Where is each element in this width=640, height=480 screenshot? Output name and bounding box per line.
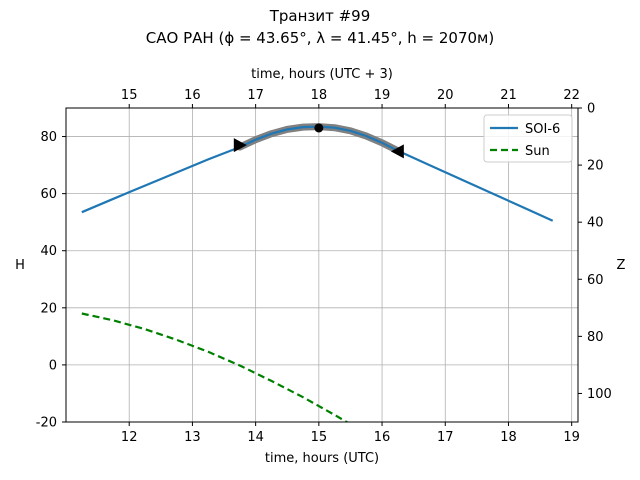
axes: 12 13 14 15 16 17 18 19 15 16 17 18 19 20 21 22 -20 0 20 40…	[36, 88, 612, 445]
legend: SOI-6 Sun	[483, 114, 573, 163]
x-top-tick-label: 20	[437, 88, 454, 103]
y-tick-label: -20	[36, 416, 57, 431]
chart-title: Транзит #99	[269, 7, 371, 25]
plot-frame	[65, 107, 579, 423]
x-top-tick-label: 17	[247, 88, 264, 103]
x-tick-label: 18	[500, 430, 517, 445]
x-top-tick-label: 18	[311, 88, 328, 103]
marker-culmination	[314, 123, 324, 133]
y-tick-label: 40	[40, 244, 57, 259]
chart-subtitle: САО РАН (ϕ = 43.65°, λ = 41.45°, h = 207…	[146, 29, 494, 47]
x-top-tick-label: 21	[500, 88, 517, 103]
y-tick-label: 80	[40, 130, 57, 145]
z-tick-label: 40	[587, 216, 604, 231]
z-tick-label: 100	[587, 387, 612, 402]
y-tick-label: 0	[49, 358, 57, 373]
legend-label: SOI-6	[525, 122, 560, 137]
z-axis-label: Z	[617, 258, 626, 273]
x-tick-label: 14	[247, 430, 264, 445]
x-tick-label: 15	[311, 430, 328, 445]
y-tick-label: 20	[40, 301, 57, 316]
series-line-soi-6	[81, 125, 554, 222]
x-top-tick-label: 22	[563, 88, 580, 103]
x-axis-label: time, hours (UTC)	[265, 451, 379, 466]
z-tick-label: 20	[587, 159, 604, 174]
x-top-tick-label: 19	[374, 88, 391, 103]
marker-layer	[233, 123, 404, 159]
z-tick-label: 60	[587, 273, 604, 288]
y-tick-label: 60	[40, 187, 57, 202]
legend-label: Sun	[525, 144, 550, 159]
x-tick-label: 12	[121, 430, 138, 445]
series-layer	[81, 123, 554, 422]
marker-end	[390, 144, 404, 159]
x-tick-label: 19	[563, 430, 580, 445]
marker-start	[233, 138, 247, 153]
x-top-tick-label: 16	[184, 88, 201, 103]
x-tick-label: 13	[184, 430, 201, 445]
chart-title-group: Транзит #99 САО РАН (ϕ = 43.65°, λ = 41.…	[146, 7, 494, 47]
x-tick-label: 16	[374, 430, 391, 445]
y-axis-label: H	[15, 258, 25, 273]
z-tick-label: 0	[587, 102, 595, 117]
series-line-sun	[81, 312, 349, 422]
x-top-tick-label: 15	[121, 88, 138, 103]
z-tick-label: 80	[587, 330, 604, 345]
x-axis-top-label: time, hours (UTC + 3)	[251, 67, 393, 82]
x-tick-label: 17	[437, 430, 454, 445]
